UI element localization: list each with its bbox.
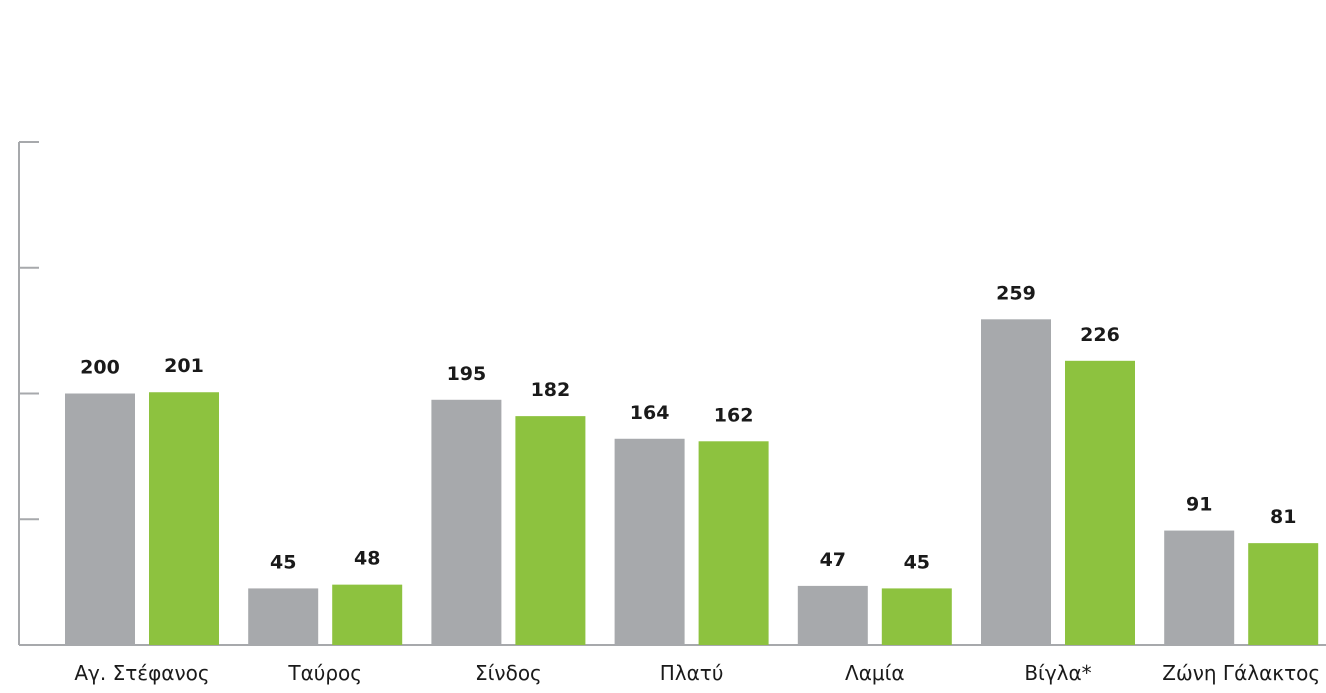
- data-label: 259: [996, 282, 1036, 304]
- bar: [797, 585, 868, 645]
- data-label: 195: [447, 363, 487, 385]
- category-label: Ζώνη Γάλακτος: [1162, 661, 1320, 685]
- bar: [614, 438, 685, 645]
- bar: [1065, 360, 1135, 645]
- bar: [332, 584, 403, 645]
- category-label: Λαμία: [845, 661, 905, 685]
- data-label: 162: [714, 404, 754, 426]
- data-labels: 200 201 45 48 195 182 164 162 47 45 259 226 91 81: [80, 282, 1296, 573]
- bar: [698, 441, 769, 645]
- bar: [1164, 530, 1235, 645]
- data-label: 91: [1186, 494, 1212, 516]
- bar: [981, 319, 1051, 645]
- category-label: Σίνδος: [475, 661, 542, 685]
- category-label: Βίγλα*: [1024, 661, 1091, 685]
- data-label: 45: [904, 551, 930, 573]
- data-label: 182: [531, 379, 571, 401]
- bars: [65, 319, 1319, 645]
- category-label: Αγ. Στέφανος: [74, 661, 209, 685]
- category-label: Ταύρος: [287, 661, 362, 685]
- data-label: 81: [1270, 506, 1296, 528]
- bar: [515, 416, 586, 645]
- data-label: 164: [630, 402, 670, 424]
- bar: [431, 399, 502, 645]
- bar: [149, 392, 219, 645]
- data-label: 201: [164, 355, 204, 377]
- bar: [65, 393, 135, 645]
- data-label: 226: [1080, 324, 1120, 346]
- bar: [881, 588, 952, 645]
- bar: [248, 588, 319, 645]
- data-label: 48: [354, 548, 380, 570]
- data-label: 47: [820, 549, 846, 571]
- category-label: Πλατύ: [660, 661, 724, 685]
- category-labels: Αγ. Στέφανος Ταύρος Σίνδος Πλατύ Λαμία Βίγλα*…: [74, 661, 1320, 685]
- data-label: 45: [270, 551, 296, 573]
- bar: [1248, 543, 1319, 645]
- data-label: 200: [80, 357, 120, 379]
